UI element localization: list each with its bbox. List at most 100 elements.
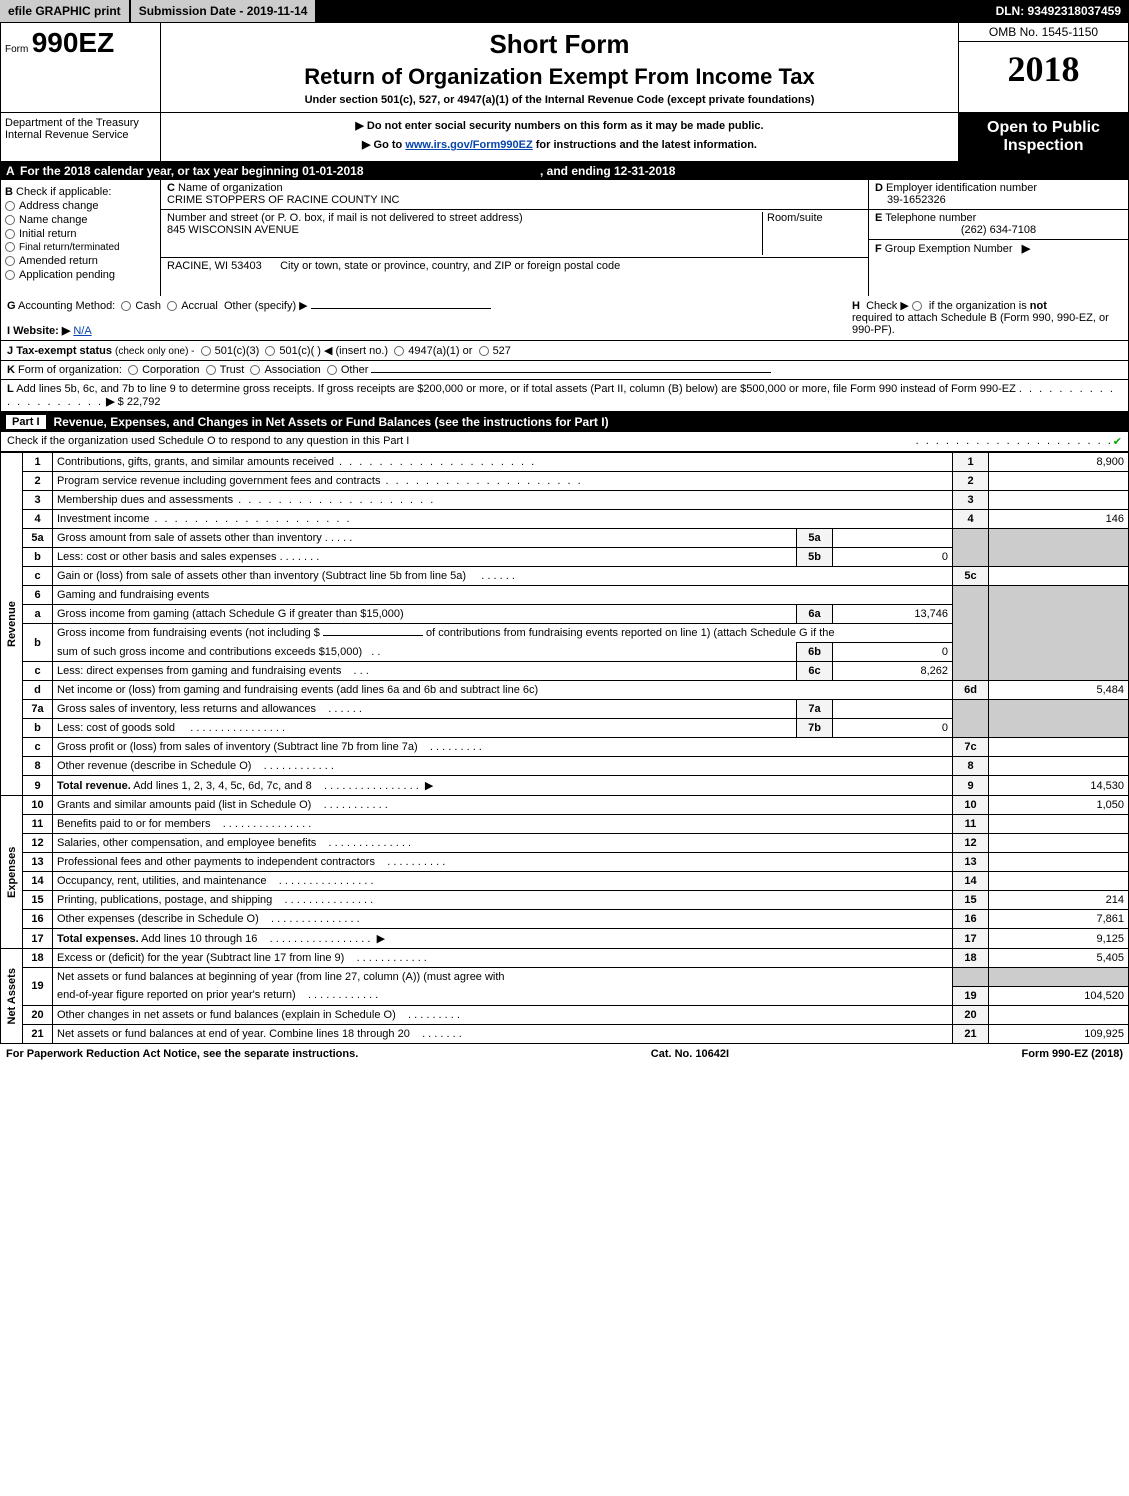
r9-val: 14,530 — [989, 776, 1129, 796]
form-title-cell: Short Form Return of Organization Exempt… — [161, 23, 958, 112]
r16-val: 7,861 — [989, 910, 1129, 929]
opt-4947: 4947(a)(1) or — [408, 345, 472, 357]
r7a-desc: Gross sales of inventory, less returns a… — [57, 703, 316, 715]
part1-header: Part I Revenue, Expenses, and Changes in… — [0, 412, 1129, 432]
radio-address-change[interactable] — [5, 201, 15, 211]
radio-cash[interactable] — [121, 301, 131, 311]
letter-j: J — [7, 345, 13, 357]
opt-pending: Application pending — [19, 269, 115, 281]
r4-val: 146 — [989, 510, 1129, 529]
letter-h: H — [852, 300, 860, 312]
radio-other-org[interactable] — [327, 365, 337, 375]
efile-print-button[interactable]: efile GRAPHIC print — [0, 0, 131, 22]
main-table: Revenue 1 Contributions, gifts, grants, … — [0, 452, 1129, 1044]
instr2-pre: ▶ Go to — [362, 139, 405, 151]
addr-label: Number and street (or P. O. box, if mail… — [167, 212, 523, 224]
r5-grey — [953, 529, 989, 567]
r5a-sn: 5a — [797, 529, 833, 548]
r19-num: 19 — [23, 968, 53, 1006]
r1-val: 8,900 — [989, 453, 1129, 472]
r2-desc: Program service revenue including govern… — [57, 475, 380, 487]
radio-amended[interactable] — [5, 256, 15, 266]
r19-rnum: 19 — [953, 986, 989, 1005]
radio-name-change[interactable] — [5, 215, 15, 225]
d-label: Employer identification number — [886, 182, 1037, 194]
footer-right: Form 990-EZ (2018) — [1022, 1048, 1123, 1060]
r5c-rnum: 5c — [953, 567, 989, 586]
r3-num: 3 — [23, 491, 53, 510]
r11-val — [989, 815, 1129, 834]
line-l: L Add lines 5b, 6c, and 7b to line 9 to … — [0, 380, 1129, 412]
part1-title: Revenue, Expenses, and Changes in Net As… — [54, 415, 609, 429]
r12-rnum: 12 — [953, 834, 989, 853]
radio-accrual[interactable] — [167, 301, 177, 311]
radio-final-return[interactable] — [5, 242, 15, 252]
line-gh: G Accounting Method: Cash Accrual Other … — [0, 296, 1129, 341]
r9-rnum: 9 — [953, 776, 989, 796]
r2-num: 2 — [23, 472, 53, 491]
irs-link[interactable]: www.irs.gov/Form990EZ — [405, 139, 532, 151]
opt-527: 527 — [493, 345, 511, 357]
radio-4947[interactable] — [394, 346, 404, 356]
dots-icon — [334, 456, 536, 468]
r19-val: 104,520 — [989, 986, 1129, 1005]
radio-assoc[interactable] — [250, 365, 260, 375]
dln-label: DLN: 93492318037459 — [988, 0, 1129, 22]
radio-h[interactable] — [912, 301, 922, 311]
other-org-input[interactable] — [371, 372, 771, 373]
r5b-num: b — [23, 548, 53, 567]
r7a-sv — [833, 700, 953, 719]
r3-rnum: 3 — [953, 491, 989, 510]
radio-trust[interactable] — [206, 365, 216, 375]
dept-label: Department of the Treasury — [5, 117, 156, 129]
radio-pending[interactable] — [5, 270, 15, 280]
r6c-sn: 6c — [797, 662, 833, 681]
part1-check-text: Check if the organization used Schedule … — [7, 435, 916, 448]
part1-check-dots — [916, 435, 1113, 448]
k-label: Form of organization: — [18, 364, 122, 376]
instructions-cell: ▶ Do not enter social security numbers o… — [161, 113, 958, 161]
r13-rnum: 13 — [953, 853, 989, 872]
r10-num: 10 — [23, 796, 53, 815]
r17-val: 9,125 — [989, 929, 1129, 949]
r7c-rnum: 7c — [953, 738, 989, 757]
r7-grey — [953, 700, 989, 738]
box-c: C Name of organization CRIME STOPPERS OF… — [161, 180, 868, 296]
room-label: Room/suite — [767, 212, 823, 224]
j-small: (check only one) - — [115, 346, 194, 357]
revenue-section-label: Revenue — [1, 453, 23, 796]
website-link[interactable]: N/A — [73, 325, 91, 337]
r5-grey-val — [989, 529, 1129, 567]
r6b-desc1: Gross income from fundraising events (no… — [57, 627, 323, 639]
r15-val: 214 — [989, 891, 1129, 910]
opt-final-return: Final return/terminated — [19, 242, 120, 253]
dots-icon — [233, 494, 435, 506]
r21-val: 109,925 — [989, 1024, 1129, 1043]
radio-corp[interactable] — [128, 365, 138, 375]
other-input[interactable] — [311, 308, 491, 309]
r16-num: 16 — [23, 910, 53, 929]
r9-num: 9 — [23, 776, 53, 796]
r5c-desc: Gain or (loss) from sale of assets other… — [57, 570, 466, 582]
r18-num: 18 — [23, 949, 53, 968]
form-header: Form 990EZ Short Form Return of Organiza… — [0, 22, 1129, 113]
r7a-sn: 7a — [797, 700, 833, 719]
r6-desc: Gaming and fundraising events — [57, 589, 209, 601]
tax-year-begin: For the 2018 calendar year, or tax year … — [20, 164, 540, 178]
open-public-cell: Open to Public Inspection — [958, 113, 1128, 161]
r2-val — [989, 472, 1129, 491]
radio-initial-return[interactable] — [5, 229, 15, 239]
r5b-desc: Less: cost or other basis and sales expe… — [57, 551, 277, 563]
r9-desc2: Add lines 1, 2, 3, 4, 5c, 6d, 7c, and 8 — [131, 780, 312, 792]
radio-501c3[interactable] — [201, 346, 211, 356]
letter-k: K — [7, 364, 15, 376]
org-city: RACINE, WI 53403 — [167, 260, 262, 272]
letter-b: B — [5, 186, 13, 198]
r6b-blank[interactable] — [323, 635, 423, 636]
radio-501c[interactable] — [265, 346, 275, 356]
line-k: K Form of organization: Corporation Trus… — [0, 361, 1129, 380]
radio-527[interactable] — [479, 346, 489, 356]
boxes-def: D Employer identification number 39-1652… — [868, 180, 1128, 296]
r4-desc: Investment income — [57, 513, 149, 525]
part1-label: Part I — [6, 415, 46, 429]
